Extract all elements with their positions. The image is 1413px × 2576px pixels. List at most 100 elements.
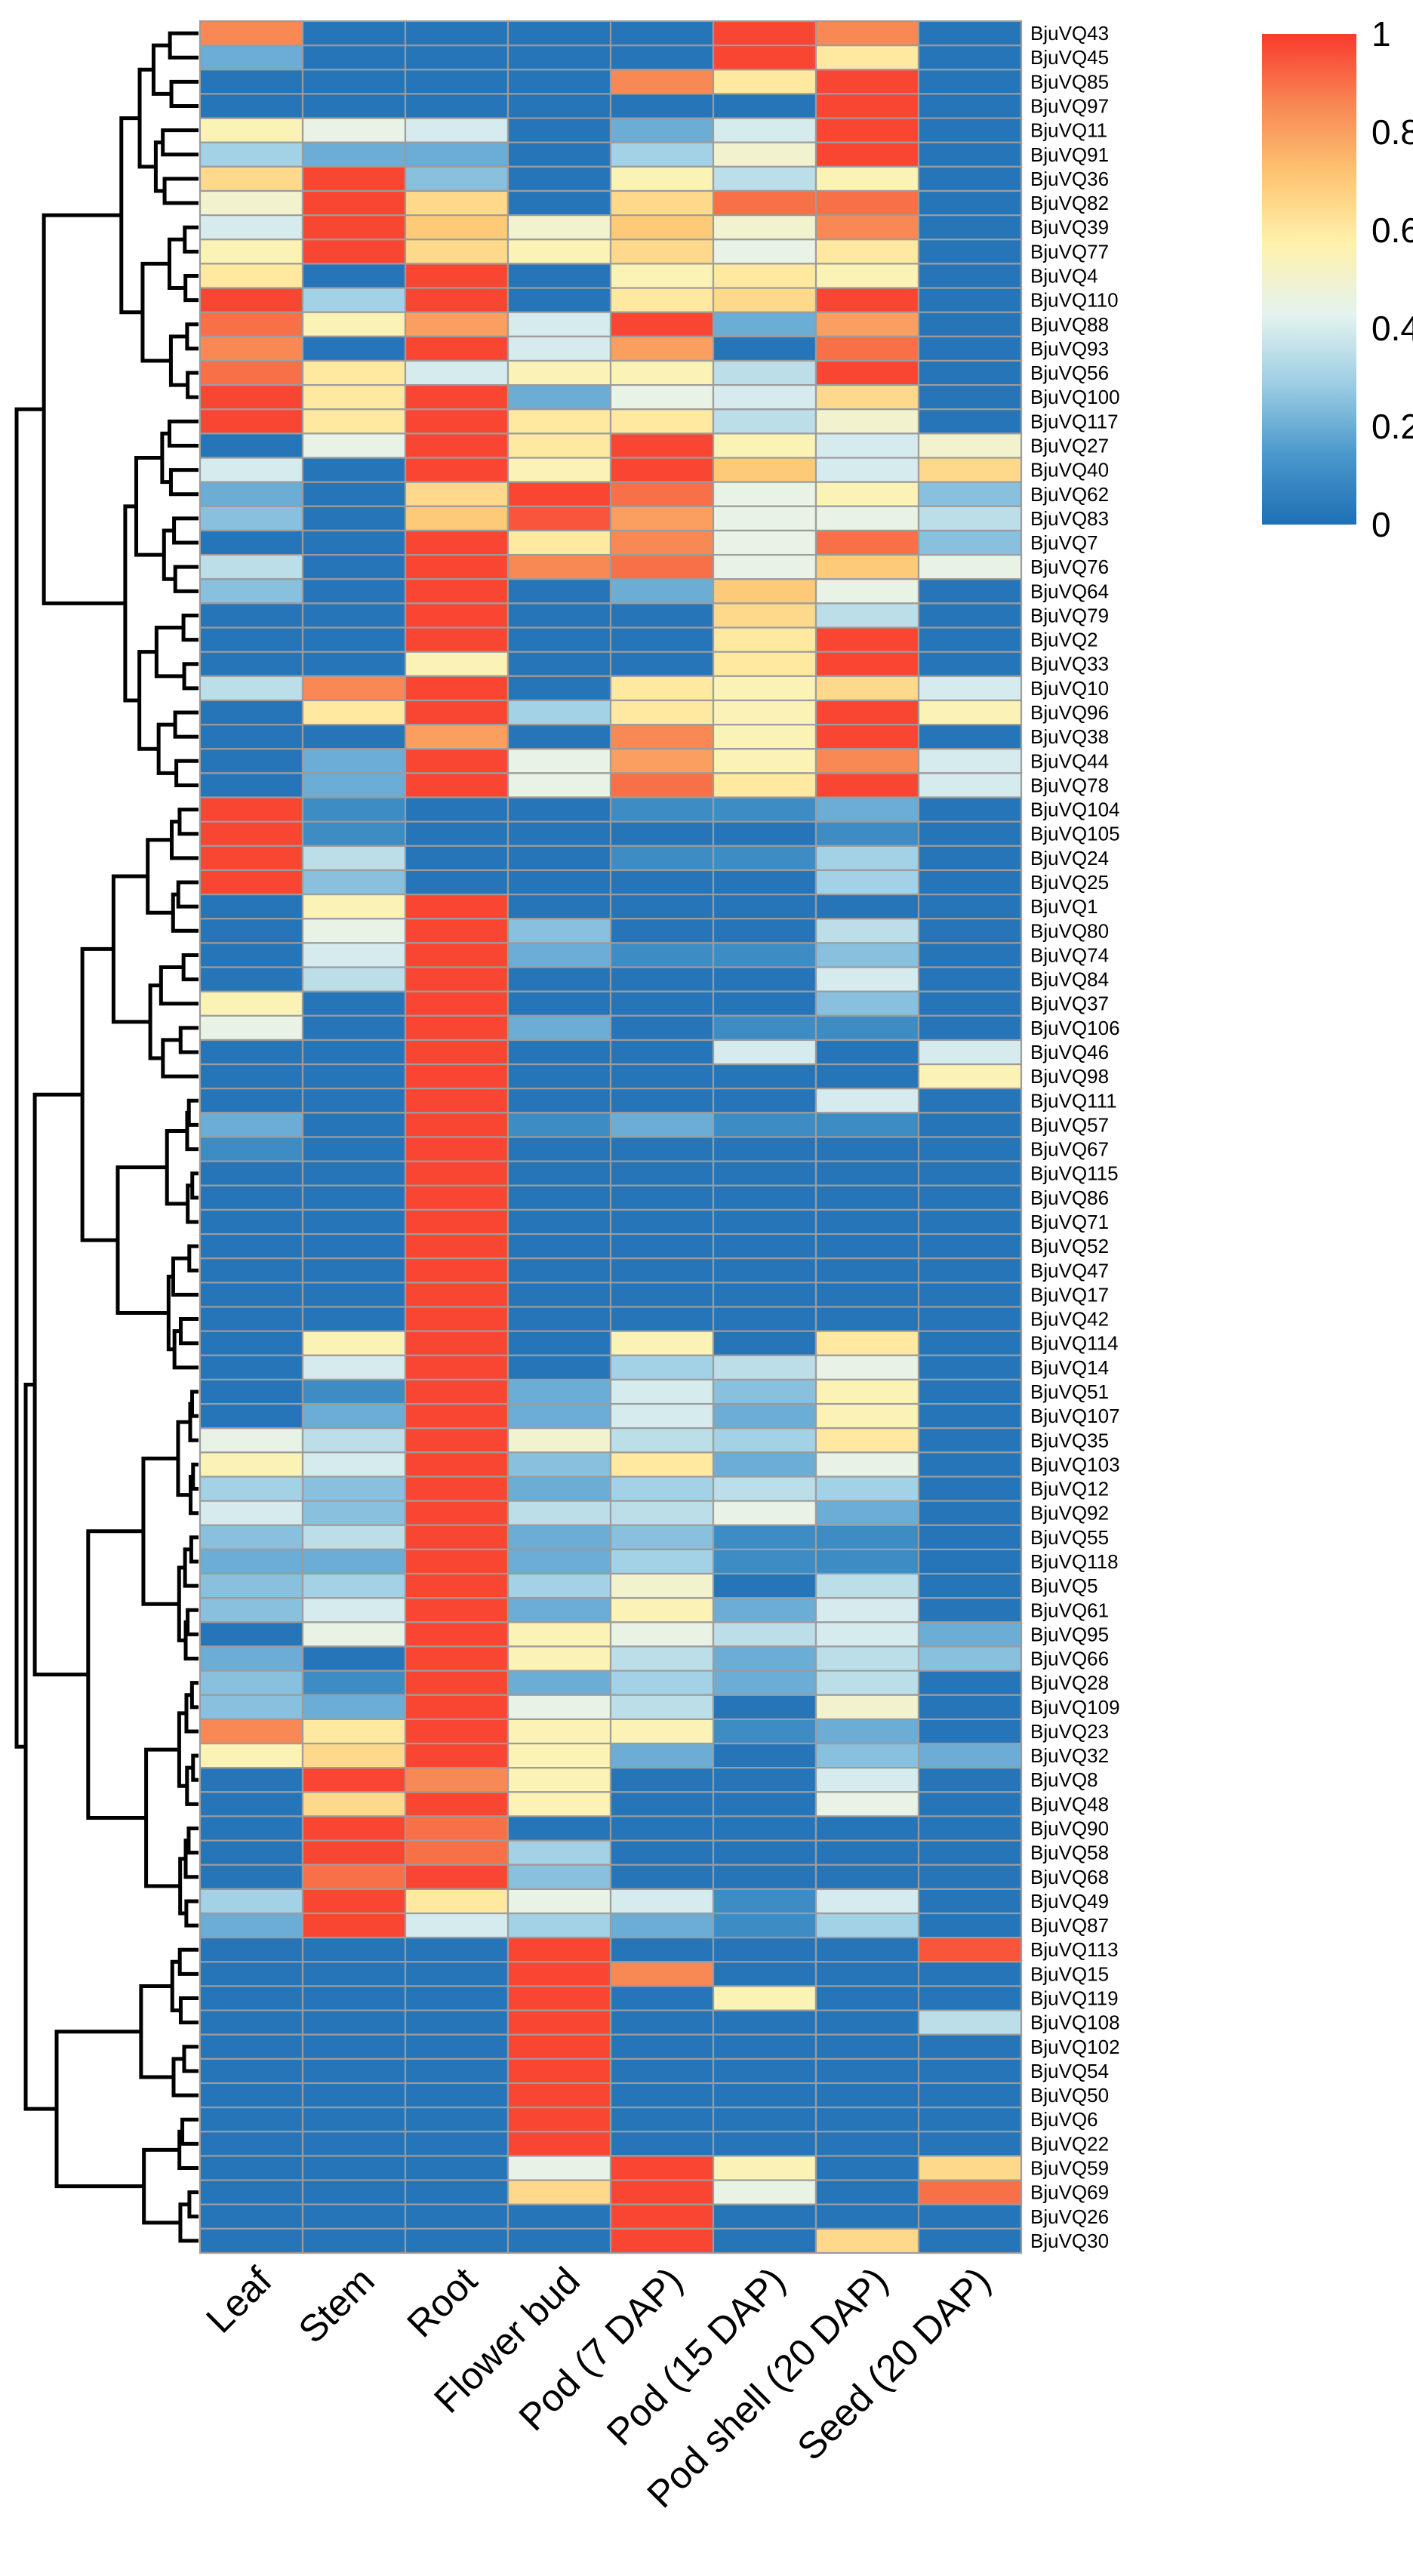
heatmap-cell (404, 845, 509, 872)
heatmap-cell (301, 1839, 407, 1866)
dendrogram-link (14, 407, 45, 1749)
dendrogram-link (174, 759, 199, 787)
heatmap-cell (301, 675, 407, 702)
heatmap-cell (301, 1476, 407, 1502)
heatmap-cell (917, 1378, 1023, 1405)
heatmap-cell (917, 481, 1023, 507)
heatmap-cell (814, 1718, 920, 1745)
heatmap-cell (199, 1354, 304, 1381)
heatmap-cell (404, 45, 509, 71)
heatmap-cell (404, 578, 509, 605)
row-label: BjuVQ56 (1030, 362, 1109, 384)
heatmap-cell (609, 1257, 715, 1284)
heatmap-cell (199, 869, 304, 896)
heatmap-cell (301, 359, 407, 386)
heatmap-cell (917, 165, 1023, 192)
heatmap-cell (506, 1548, 612, 1575)
heatmap-cell (609, 1184, 715, 1211)
heatmap-cell (301, 869, 407, 896)
heatmap-cell (609, 820, 715, 847)
heatmap-cell (712, 966, 817, 993)
heatmap-cell (609, 505, 715, 532)
row-labels: BjuVQ43BjuVQ45BjuVQ85BjuVQ97BjuVQ11BjuVQ… (1030, 22, 1120, 2252)
row-label: BjuVQ76 (1030, 556, 1109, 578)
heatmap-cell (814, 141, 920, 168)
heatmap-cell (404, 1014, 509, 1042)
heatmap-cell (404, 432, 509, 459)
heatmap-cell (404, 1306, 509, 1332)
dendrogram-link (23, 1382, 57, 2111)
dendrogram-link (137, 650, 159, 751)
heatmap-cell (917, 1961, 1023, 1987)
heatmap-cell (814, 311, 920, 337)
heatmap-cell (404, 1160, 509, 1186)
heatmap-cell (301, 2203, 407, 2230)
heatmap-cell (301, 1378, 407, 1405)
heatmap-cell (301, 1500, 407, 1526)
heatmap-cell (814, 1548, 920, 1575)
row-label: BjuVQ51 (1030, 1380, 1109, 1403)
dendrogram-link (178, 1996, 199, 2025)
heatmap-cell (404, 1136, 509, 1162)
heatmap-cell (199, 20, 304, 47)
heatmap-cell (506, 432, 612, 459)
row-label: BjuVQ55 (1030, 1526, 1109, 1549)
heatmap-cell (917, 20, 1023, 47)
row-label: BjuVQ17 (1030, 1283, 1109, 1306)
heatmap-cell (712, 2033, 817, 2060)
heatmap-cell (506, 1500, 612, 1526)
heatmap-cell (404, 699, 509, 726)
heatmap-cell (814, 626, 920, 653)
heatmap-cell (917, 2009, 1023, 2036)
row-label: BjuVQ91 (1030, 143, 1109, 166)
heatmap-cell (199, 1063, 304, 1090)
heatmap-cell (609, 1670, 715, 1696)
heatmap-cell (199, 432, 304, 459)
heatmap-cell (301, 1961, 407, 1987)
heatmap-cell (199, 893, 304, 920)
heatmap-cell (712, 1257, 817, 1284)
heatmap-cell (199, 2227, 304, 2254)
row-label: BjuVQ61 (1030, 1599, 1109, 1621)
heatmap-cell (404, 1767, 509, 1793)
heatmap-cell (301, 1912, 407, 1939)
heatmap-cell (404, 1791, 509, 1817)
heatmap-cell (814, 918, 920, 944)
heatmap-cell (814, 189, 920, 217)
heatmap-cell (712, 2131, 817, 2157)
dendrogram-link (170, 820, 199, 860)
heatmap-cell (712, 2155, 817, 2181)
dendrogram-link (171, 2057, 199, 2097)
heatmap-cell (917, 311, 1023, 337)
heatmap-cell (199, 1282, 304, 1308)
heatmap-cell (404, 1330, 509, 1356)
dendrogram-link (191, 1753, 199, 1782)
row-label: BjuVQ58 (1030, 1842, 1109, 1864)
heatmap-cell (609, 1572, 715, 1599)
heatmap-cell (917, 966, 1023, 993)
heatmap-cell (917, 820, 1023, 847)
heatmap-cell (814, 2009, 920, 2036)
heatmap-cell (609, 1524, 715, 1551)
row-label: BjuVQ43 (1030, 22, 1109, 45)
heatmap-cell (609, 1500, 715, 1526)
heatmap-cell (712, 918, 817, 944)
heatmap-cell (712, 990, 817, 1017)
row-label: BjuVQ22 (1030, 2132, 1109, 2155)
heatmap-cell (609, 2107, 715, 2133)
row-label: BjuVQ1 (1030, 895, 1098, 918)
heatmap-cell (712, 1451, 817, 1478)
heatmap-cell (404, 2082, 509, 2109)
heatmap-cell (814, 1815, 920, 1842)
heatmap-cell (712, 141, 817, 168)
heatmap-cell (609, 117, 715, 143)
dendrogram-link (180, 2117, 199, 2146)
dendrogram-link (187, 1244, 199, 1273)
heatmap-cell (712, 69, 817, 95)
heatmap-cell (506, 457, 612, 483)
heatmap-cell (199, 1839, 304, 1866)
heatmap-cell (814, 845, 920, 872)
heatmap-cell (199, 1864, 304, 1890)
heatmap-cell (917, 1815, 1023, 1842)
row-label: BjuVQ50 (1030, 2084, 1109, 2107)
